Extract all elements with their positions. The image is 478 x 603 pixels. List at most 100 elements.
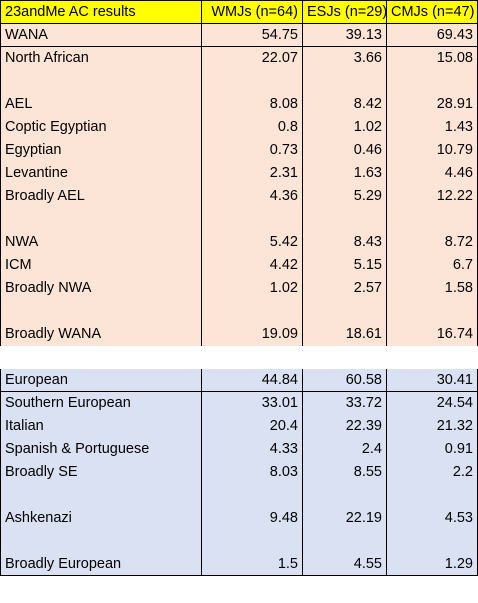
- esjs-value-cell[interactable]: 8.55: [302, 460, 387, 484]
- cmjs-value-cell[interactable]: 16.74: [386, 322, 478, 346]
- wmjs-value-cell[interactable]: 22.07: [201, 46, 303, 70]
- wmjs-value-cell[interactable]: [201, 299, 303, 323]
- esjs-value-cell[interactable]: 60.58: [302, 368, 387, 392]
- esjs-value-cell[interactable]: 8.43: [302, 230, 387, 254]
- row-label-cell[interactable]: Spanish & Portuguese: [0, 437, 202, 461]
- wmjs-value-cell[interactable]: 33.01: [201, 391, 303, 415]
- wmjs-value-cell[interactable]: 1.02: [201, 276, 303, 300]
- row-label-cell[interactable]: [0, 299, 202, 323]
- wmjs-value-cell[interactable]: [201, 345, 303, 369]
- row-label-cell[interactable]: Broadly SE: [0, 460, 202, 484]
- wmjs-value-cell[interactable]: 8.03: [201, 460, 303, 484]
- cmjs-value-cell[interactable]: 4.46: [386, 161, 478, 185]
- wmjs-value-cell[interactable]: 20.4: [201, 414, 303, 438]
- esjs-value-cell[interactable]: [302, 299, 387, 323]
- row-label-cell[interactable]: [0, 207, 202, 231]
- wmjs-value-cell[interactable]: [201, 529, 303, 553]
- wmjs-value-cell[interactable]: 8.08: [201, 92, 303, 116]
- row-label-cell[interactable]: NWA: [0, 230, 202, 254]
- wmjs-value-cell[interactable]: 2.31: [201, 161, 303, 185]
- wmjs-value-cell[interactable]: 4.36: [201, 184, 303, 208]
- row-label-cell[interactable]: Egyptian: [0, 138, 202, 162]
- esjs-value-cell[interactable]: [302, 483, 387, 507]
- wmjs-value-cell[interactable]: [201, 69, 303, 93]
- esjs-value-cell[interactable]: 3.66: [302, 46, 387, 70]
- esjs-value-cell[interactable]: 22.19: [302, 506, 387, 530]
- header-cell-label[interactable]: 23andMe AC results: [0, 0, 202, 24]
- cmjs-value-cell[interactable]: 28.91: [386, 92, 478, 116]
- esjs-value-cell[interactable]: 2.57: [302, 276, 387, 300]
- wmjs-value-cell[interactable]: 5.42: [201, 230, 303, 254]
- row-label-cell[interactable]: [0, 483, 202, 507]
- esjs-value-cell[interactable]: 2.4: [302, 437, 387, 461]
- row-label-cell[interactable]: Italian: [0, 414, 202, 438]
- row-label-cell[interactable]: Broadly NWA: [0, 276, 202, 300]
- cmjs-value-cell[interactable]: 8.72: [386, 230, 478, 254]
- cmjs-value-cell[interactable]: 21.32: [386, 414, 478, 438]
- row-label-cell[interactable]: European: [0, 368, 202, 392]
- wmjs-value-cell[interactable]: 54.75: [201, 23, 303, 47]
- row-label-cell[interactable]: Broadly European: [0, 552, 202, 576]
- cmjs-value-cell[interactable]: 0.91: [386, 437, 478, 461]
- esjs-value-cell[interactable]: 1.63: [302, 161, 387, 185]
- cmjs-value-cell[interactable]: 1.29: [386, 552, 478, 576]
- cmjs-value-cell[interactable]: 1.58: [386, 276, 478, 300]
- wmjs-value-cell[interactable]: 1.5: [201, 552, 303, 576]
- wmjs-value-cell[interactable]: 44.84: [201, 368, 303, 392]
- row-label-cell[interactable]: [0, 345, 202, 369]
- row-label-cell[interactable]: AEL: [0, 92, 202, 116]
- esjs-value-cell[interactable]: 22.39: [302, 414, 387, 438]
- row-label-cell[interactable]: [0, 69, 202, 93]
- row-label-cell[interactable]: Southern European: [0, 391, 202, 415]
- esjs-value-cell[interactable]: 39.13: [302, 23, 387, 47]
- header-cell-wmjs[interactable]: WMJs (n=64): [201, 0, 303, 24]
- cmjs-value-cell[interactable]: [386, 299, 478, 323]
- cmjs-value-cell[interactable]: [386, 207, 478, 231]
- wmjs-value-cell[interactable]: 4.42: [201, 253, 303, 277]
- esjs-value-cell[interactable]: 33.72: [302, 391, 387, 415]
- esjs-value-cell[interactable]: 18.61: [302, 322, 387, 346]
- row-label-cell[interactable]: North African: [0, 46, 202, 70]
- row-label-cell[interactable]: WANA: [0, 23, 202, 47]
- wmjs-value-cell[interactable]: 19.09: [201, 322, 303, 346]
- cmjs-value-cell[interactable]: 30.41: [386, 368, 478, 392]
- cmjs-value-cell[interactable]: 4.53: [386, 506, 478, 530]
- esjs-value-cell[interactable]: [302, 529, 387, 553]
- row-label-cell[interactable]: Levantine: [0, 161, 202, 185]
- esjs-value-cell[interactable]: [302, 207, 387, 231]
- cmjs-value-cell[interactable]: [386, 69, 478, 93]
- row-label-cell[interactable]: Ashkenazi: [0, 506, 202, 530]
- cmjs-value-cell[interactable]: 2.2: [386, 460, 478, 484]
- esjs-value-cell[interactable]: 0.46: [302, 138, 387, 162]
- cmjs-value-cell[interactable]: 1.43: [386, 115, 478, 139]
- cmjs-value-cell[interactable]: 12.22: [386, 184, 478, 208]
- esjs-value-cell[interactable]: 4.55: [302, 552, 387, 576]
- row-label-cell[interactable]: Broadly AEL: [0, 184, 202, 208]
- cmjs-value-cell[interactable]: 6.7: [386, 253, 478, 277]
- wmjs-value-cell[interactable]: 0.8: [201, 115, 303, 139]
- wmjs-value-cell[interactable]: 9.48: [201, 506, 303, 530]
- wmjs-value-cell[interactable]: [201, 483, 303, 507]
- row-label-cell[interactable]: [0, 529, 202, 553]
- row-label-cell[interactable]: ICM: [0, 253, 202, 277]
- row-label-cell[interactable]: Coptic Egyptian: [0, 115, 202, 139]
- row-label-cell[interactable]: Broadly WANA: [0, 322, 202, 346]
- cmjs-value-cell[interactable]: 15.08: [386, 46, 478, 70]
- wmjs-value-cell[interactable]: [201, 207, 303, 231]
- esjs-value-cell[interactable]: 1.02: [302, 115, 387, 139]
- header-cell-cmjs[interactable]: CMJs (n=47): [386, 0, 478, 24]
- esjs-value-cell[interactable]: [302, 69, 387, 93]
- cmjs-value-cell[interactable]: [386, 483, 478, 507]
- esjs-value-cell[interactable]: [302, 345, 387, 369]
- cmjs-value-cell[interactable]: [386, 529, 478, 553]
- cmjs-value-cell[interactable]: [386, 345, 478, 369]
- wmjs-value-cell[interactable]: 0.73: [201, 138, 303, 162]
- cmjs-value-cell[interactable]: 69.43: [386, 23, 478, 47]
- esjs-value-cell[interactable]: 8.42: [302, 92, 387, 116]
- wmjs-value-cell[interactable]: 4.33: [201, 437, 303, 461]
- cmjs-value-cell[interactable]: 24.54: [386, 391, 478, 415]
- header-cell-esjs[interactable]: ESJs (n=29): [302, 0, 387, 24]
- esjs-value-cell[interactable]: 5.15: [302, 253, 387, 277]
- esjs-value-cell[interactable]: 5.29: [302, 184, 387, 208]
- cmjs-value-cell[interactable]: 10.79: [386, 138, 478, 162]
